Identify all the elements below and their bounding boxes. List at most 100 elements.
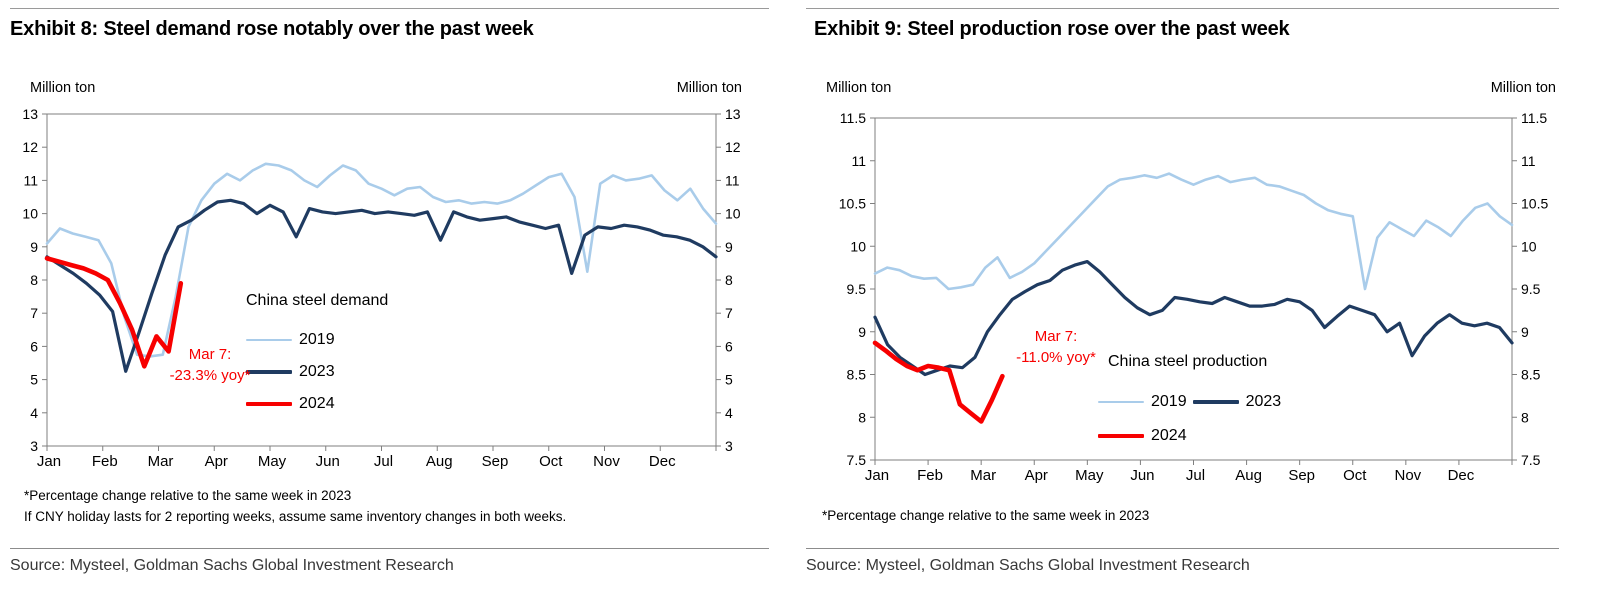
legend-item-2019: 2019 — [1098, 385, 1187, 419]
footnote-line: *Percentage change relative to the same … — [24, 488, 352, 503]
series-line-2024 — [872, 340, 1005, 424]
annotation-mar7-demand: Mar 7: -23.3% yoy* — [155, 344, 265, 386]
x-axis-tick-label: Oct — [1343, 467, 1367, 484]
y-axis-tick-label: 9.5 — [1521, 281, 1541, 297]
series-line-2019 — [45, 162, 718, 358]
y-axis-tick-label: 11 — [1521, 153, 1536, 169]
x-axis-tick-label: Jul — [1186, 467, 1205, 484]
legend-swatch-2024 — [1098, 433, 1144, 439]
source-text: Source: Mysteel, Goldman Sachs Global In… — [10, 557, 454, 574]
y-axis-tick-label: 8.5 — [1521, 367, 1541, 383]
x-axis-tick-label: Sep — [1288, 467, 1315, 484]
legend-row: 2024 — [1098, 419, 1281, 453]
y-axis-tick-label: 4 — [30, 405, 38, 421]
y-axis-tick-label: 9 — [30, 239, 38, 255]
source-divider-left — [10, 548, 769, 549]
y-axis-tick-label: 11 — [23, 172, 38, 188]
y-axis-tick-label: 12 — [725, 139, 741, 155]
legend-label-2019: 2019 — [1151, 393, 1187, 410]
annotation-mar7-production: Mar 7: -11.0% yoy* — [1000, 326, 1112, 368]
y-axis-tick-label: 7 — [30, 305, 38, 321]
y-axis-unit-label: Million ton — [676, 80, 742, 96]
y-axis-tick-label: 8 — [1521, 409, 1529, 425]
y-axis-unit-label: Million ton — [30, 80, 96, 96]
top-rule-left — [10, 8, 769, 9]
legend-row: 2019 2023 — [1098, 385, 1281, 419]
y-axis-tick-label: 9 — [725, 239, 733, 255]
source-text: Source: Mysteel, Goldman Sachs Global In… — [806, 557, 1250, 574]
legend-swatch-2023 — [1192, 400, 1239, 404]
legend-title: China steel demand — [246, 292, 389, 309]
x-axis-tick-label: Aug — [1235, 467, 1262, 484]
legend-steel-production: China steel production 2019 2023 2024 — [1098, 353, 1281, 453]
legend-label-2024: 2024 — [299, 395, 335, 412]
y-axis-tick-label: 10 — [22, 206, 38, 222]
x-axis-tick-label: Jun — [316, 453, 340, 470]
x-axis-tick-label: Feb — [92, 453, 118, 470]
series-line-2023 — [45, 198, 718, 373]
exhibit-8-title: Exhibit 8: Steel demand rose notably ove… — [10, 18, 534, 40]
y-axis-tick-label: 11.5 — [840, 110, 866, 126]
legend-title: China steel production — [1108, 353, 1268, 370]
series-line-2019 — [873, 172, 1514, 291]
x-axis-tick-label: Jan — [37, 453, 61, 470]
x-axis-tick-label: Jan — [865, 467, 889, 484]
legend-swatch-2023 — [246, 370, 292, 374]
y-axis-tick-label: 10 — [725, 206, 741, 222]
x-axis-tick-label: Oct — [539, 453, 563, 470]
footnote-line: If CNY holiday lasts for 2 reporting wee… — [24, 509, 567, 524]
x-axis-tick-label: Jun — [1130, 467, 1154, 484]
legend-swatch-2024 — [246, 401, 292, 407]
y-axis-tick-label: 11 — [725, 172, 740, 188]
x-axis-tick-label: Mar — [970, 467, 996, 484]
y-axis-tick-label: 10 — [1521, 238, 1537, 254]
y-axis-unit-label: Million ton — [826, 80, 892, 96]
legend-swatch-2019 — [246, 338, 292, 342]
x-axis-tick-label: Feb — [917, 467, 943, 484]
annotation-line1: Mar 7: — [188, 346, 232, 363]
annotation-line1: Mar 7: — [1034, 328, 1078, 345]
y-axis-tick-label: 7.5 — [1521, 452, 1541, 468]
legend-label-2023: 2023 — [1245, 393, 1282, 410]
y-axis-tick-label: 13 — [22, 106, 38, 122]
x-axis-tick-label: Mar — [148, 453, 174, 470]
y-axis-tick-label: 9 — [1521, 324, 1529, 340]
legend-label-2023: 2023 — [299, 363, 335, 380]
footnote-demand: *Percentage change relative to the same … — [24, 485, 566, 527]
x-axis-tick-label: May — [1075, 467, 1104, 484]
x-axis-tick-label: Dec — [649, 453, 676, 470]
y-axis-unit-label: Million ton — [1490, 80, 1556, 96]
y-axis-tick-label: 7 — [725, 305, 733, 321]
legend-item-2024: 2024 — [246, 388, 388, 420]
y-axis-tick-label: 7.5 — [847, 452, 867, 468]
y-axis-tick-label: 4 — [725, 405, 733, 421]
legend-item-2024: 2024 — [1098, 419, 1187, 453]
legend-label-2019: 2019 — [299, 331, 335, 348]
x-axis-tick-label: Jul — [374, 453, 393, 470]
series-line-2023 — [873, 260, 1514, 377]
y-axis-tick-label: 8 — [30, 272, 38, 288]
y-axis-tick-label: 5 — [30, 372, 38, 388]
annotation-line2: -11.0% yoy* — [1016, 349, 1096, 366]
y-axis-tick-label: 10.5 — [839, 196, 866, 212]
y-axis-tick-label: 10 — [850, 238, 866, 254]
x-axis-tick-label: Apr — [205, 453, 228, 470]
y-axis-tick-label: 8.5 — [847, 367, 867, 383]
y-axis-tick-label: 8 — [858, 409, 866, 425]
y-axis-tick-label: 11 — [851, 153, 866, 169]
footnote-line: *Percentage change relative to the same … — [822, 508, 1150, 523]
legend-swatch-2019 — [1098, 400, 1144, 404]
legend-item-2023: 2023 — [246, 356, 388, 388]
series-line-2024 — [44, 256, 184, 369]
legend-steel-demand: China steel demand 2019 2023 2024 — [246, 292, 388, 420]
y-axis-tick-label: 10.5 — [1521, 196, 1548, 212]
annotation-line2: -23.3% yoy* — [169, 367, 251, 384]
top-rule-right — [806, 8, 1559, 9]
legend-item-2019: 2019 — [246, 324, 388, 356]
y-axis-tick-label: 12 — [22, 139, 38, 155]
y-axis-tick-label: 3 — [30, 438, 38, 454]
y-axis-tick-label: 9.5 — [847, 281, 867, 297]
x-axis-tick-label: Nov — [1394, 467, 1421, 484]
